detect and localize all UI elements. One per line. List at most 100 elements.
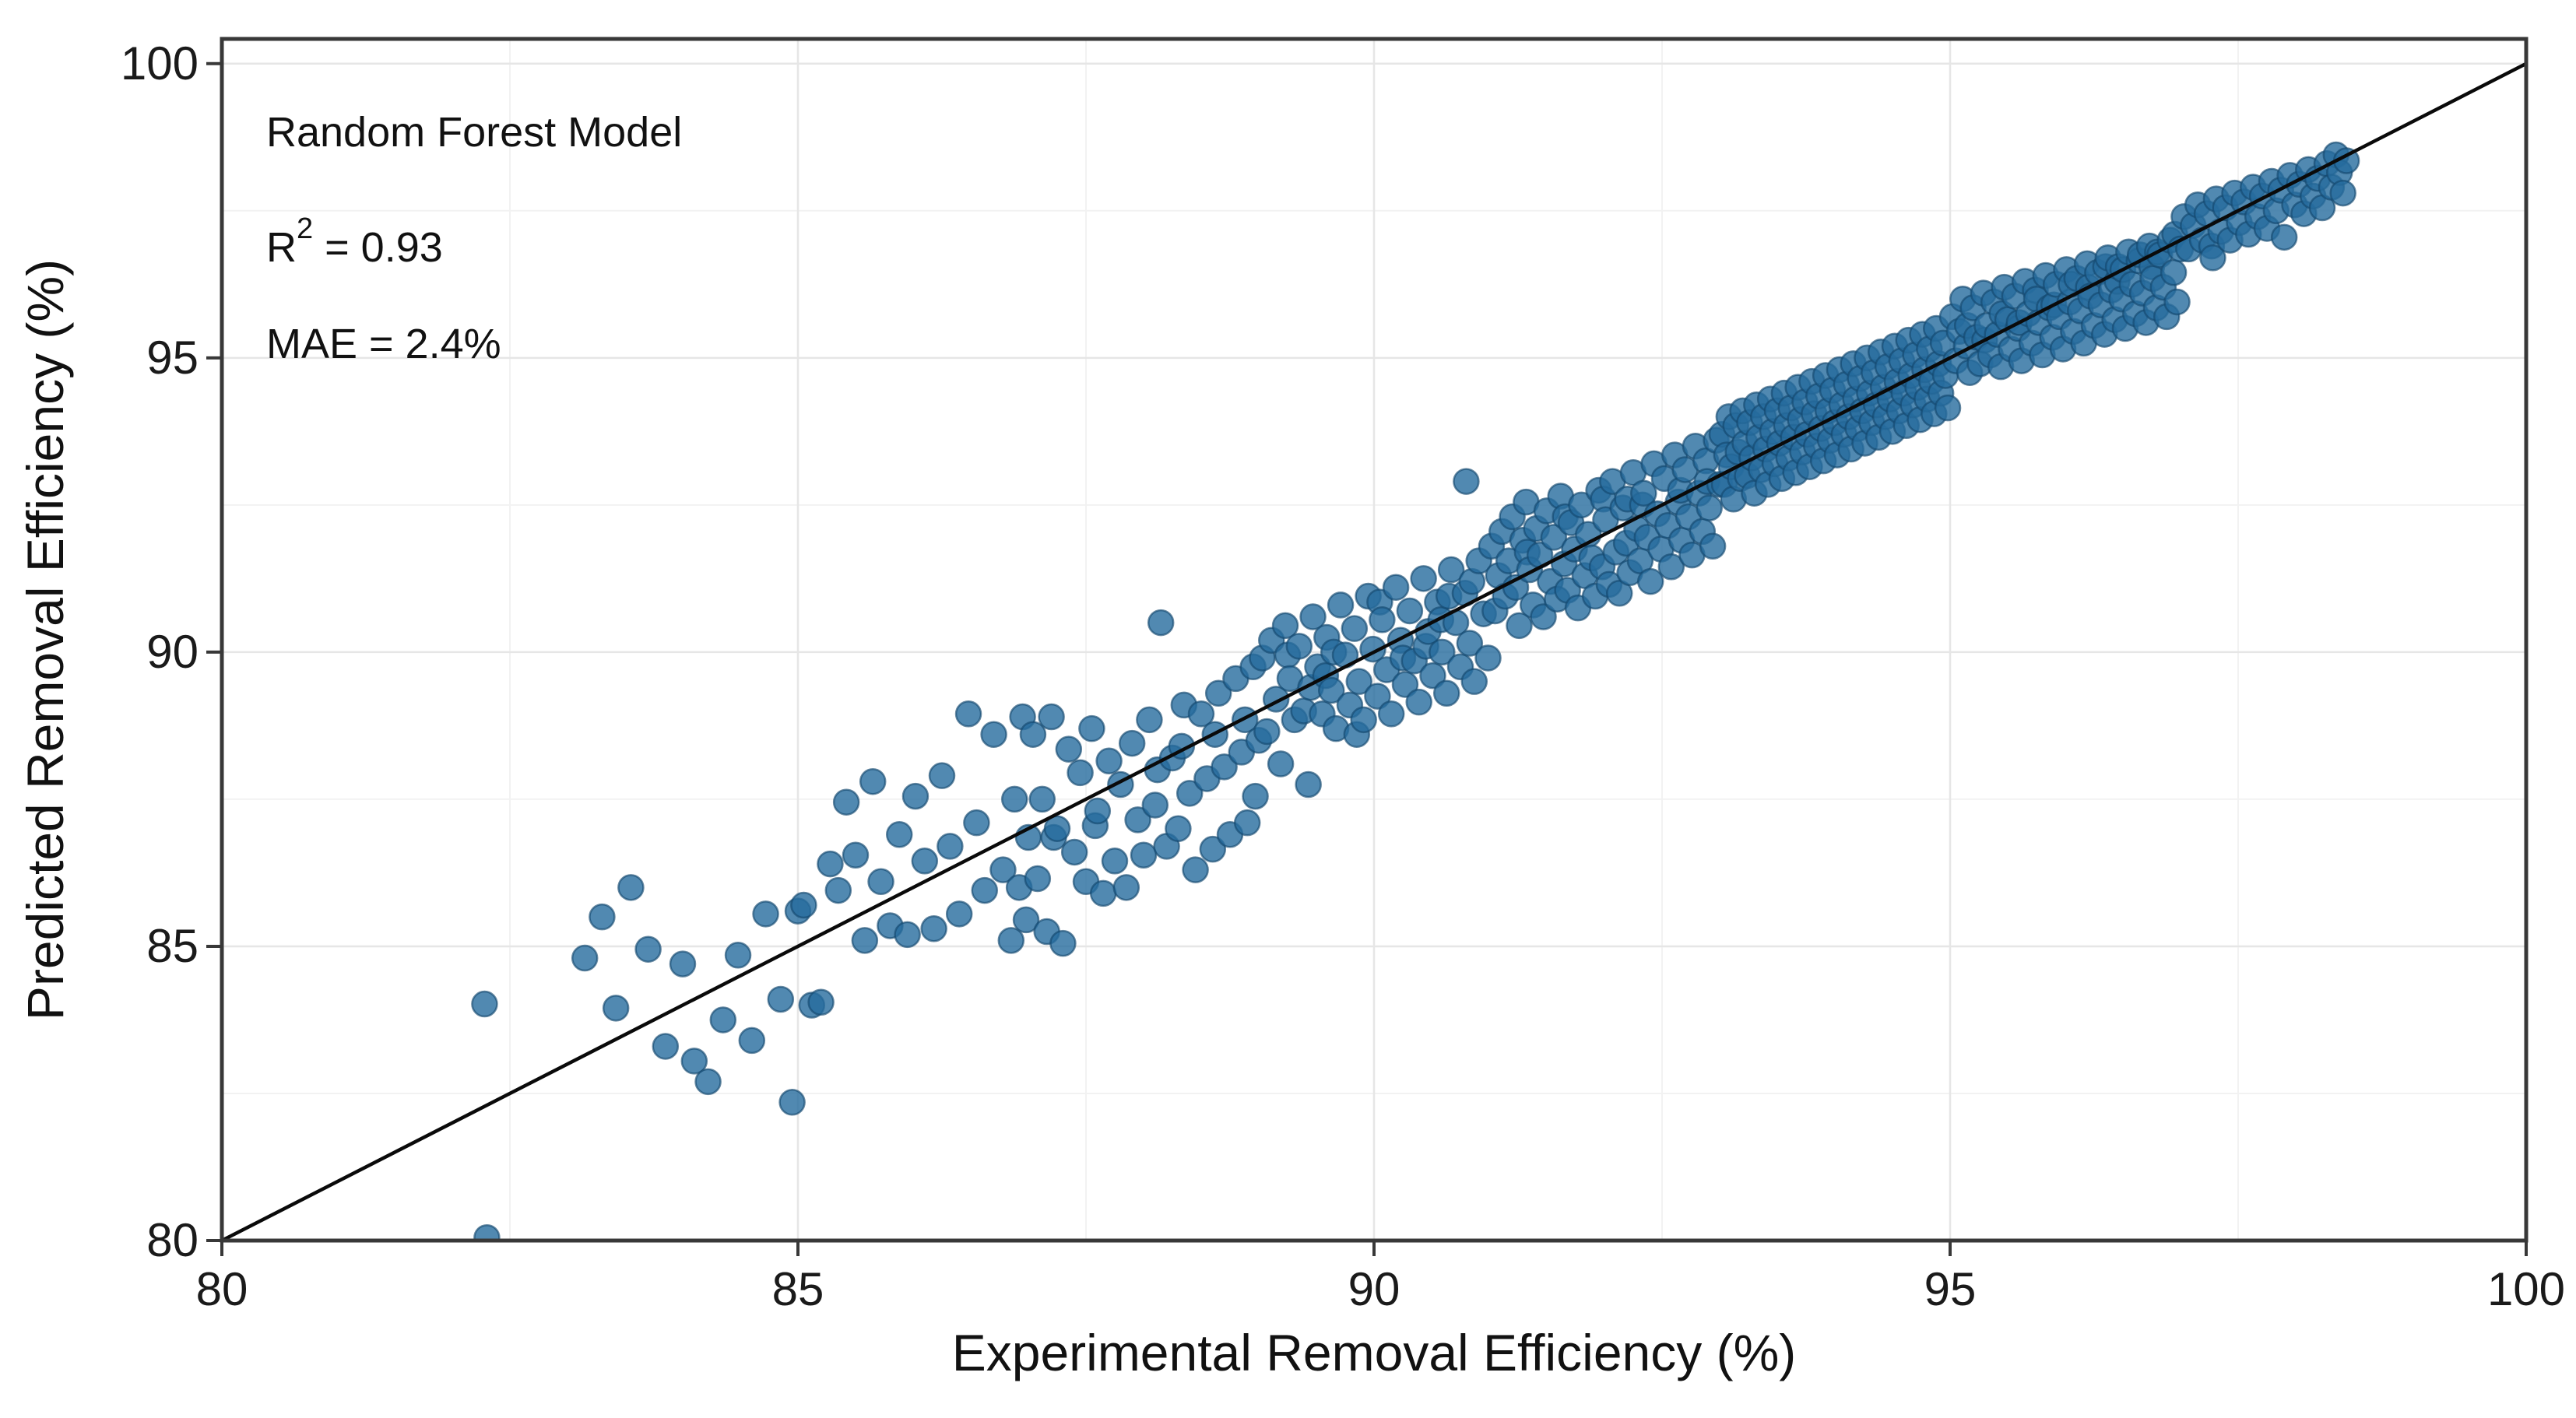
data-point — [1285, 633, 1313, 660]
data-point — [1147, 609, 1175, 637]
data-point — [1067, 759, 1094, 787]
data-point — [1295, 770, 1322, 799]
data-point — [945, 900, 973, 928]
data-point — [1540, 524, 1568, 551]
data-point — [1317, 676, 1345, 704]
data-point — [2329, 179, 2356, 207]
scatter-points — [471, 141, 2360, 1241]
data-point — [980, 721, 1007, 748]
y-tick-label: 100 — [120, 37, 199, 90]
data-point — [1630, 479, 1657, 507]
data-point — [1019, 721, 1047, 748]
data-point — [1060, 838, 1088, 866]
r2-superscript: 2 — [297, 212, 314, 245]
data-point — [963, 809, 990, 837]
data-point — [1204, 679, 1232, 707]
data-point — [1432, 679, 1460, 707]
data-point — [752, 900, 779, 928]
annotation-r2-label: R2 = 0.93 — [266, 212, 443, 271]
data-point — [471, 990, 498, 1018]
data-point — [920, 915, 947, 942]
data-point — [1242, 782, 1269, 810]
data-point — [1124, 806, 1151, 834]
data-point — [778, 1089, 806, 1116]
data-point — [1636, 567, 1664, 595]
data-point — [928, 762, 956, 789]
data-point — [652, 1033, 680, 1060]
annotation-model-label: Random Forest Model — [266, 109, 683, 156]
data-point — [1118, 729, 1146, 757]
data-point — [894, 921, 921, 949]
data-point — [1377, 700, 1405, 728]
data-point — [680, 1048, 708, 1075]
data-point — [767, 985, 795, 1013]
y-tick-label: 85 — [146, 919, 199, 972]
data-point — [2270, 223, 2298, 251]
data-point — [602, 995, 630, 1022]
data-point — [694, 1068, 722, 1096]
data-point — [1696, 494, 1723, 521]
data-point — [1341, 615, 1369, 642]
data-point — [1437, 556, 1465, 584]
data-point — [989, 856, 1017, 883]
data-point — [1055, 735, 1083, 763]
data-point — [1369, 606, 1396, 634]
data-point — [1474, 644, 1502, 672]
data-point — [1530, 603, 1557, 630]
data-point — [1089, 879, 1117, 907]
data-point — [1165, 815, 1192, 842]
y-axis-title: Predicted Removal Efficiency (%) — [16, 258, 74, 1021]
data-point — [937, 833, 964, 860]
data-point — [2199, 244, 2226, 272]
data-point — [1271, 612, 1299, 640]
data-point — [1405, 688, 1432, 716]
data-point — [1934, 394, 1962, 422]
data-point — [1211, 753, 1238, 781]
data-point — [1453, 468, 1480, 495]
y-tick-label: 90 — [146, 625, 199, 678]
data-point — [807, 988, 835, 1016]
data-point — [1012, 906, 1040, 934]
data-point — [669, 950, 697, 978]
data-point — [1299, 603, 1327, 630]
y-tick-label: 95 — [146, 331, 199, 384]
x-tick-label: 95 — [1924, 1263, 1977, 1315]
data-point — [851, 927, 879, 954]
data-point — [1000, 785, 1028, 813]
data-point — [867, 868, 894, 896]
x-tick-label: 80 — [195, 1263, 248, 1315]
data-point — [709, 1006, 737, 1034]
data-point — [1141, 791, 1169, 819]
data-point — [997, 927, 1025, 954]
data-point — [1460, 668, 1488, 695]
data-point — [1506, 612, 1533, 640]
data-point — [1187, 700, 1215, 728]
data-point — [2160, 258, 2188, 286]
data-point — [1049, 929, 1077, 957]
data-point — [1095, 747, 1123, 775]
data-point — [571, 944, 599, 972]
data-point — [842, 841, 870, 869]
data-point — [1410, 565, 1437, 592]
data-point — [724, 942, 752, 969]
data-point — [1084, 797, 1112, 825]
data-point — [1396, 597, 1424, 625]
x-tick-label: 100 — [2486, 1263, 2566, 1315]
data-point — [1350, 706, 1377, 734]
data-point — [1382, 574, 1410, 601]
data-point — [1024, 865, 1052, 893]
data-point — [1136, 706, 1163, 734]
data-point — [1112, 874, 1140, 901]
y-tick-label: 80 — [146, 1214, 199, 1266]
data-point — [832, 788, 860, 816]
data-point — [473, 1223, 501, 1241]
data-point — [2163, 288, 2191, 316]
data-point — [617, 874, 645, 901]
data-point — [1038, 703, 1065, 731]
data-point — [1176, 780, 1204, 807]
data-point — [1043, 815, 1071, 842]
data-point — [1182, 856, 1209, 883]
data-point — [817, 850, 844, 878]
data-point — [885, 821, 913, 848]
data-point — [1253, 718, 1281, 746]
